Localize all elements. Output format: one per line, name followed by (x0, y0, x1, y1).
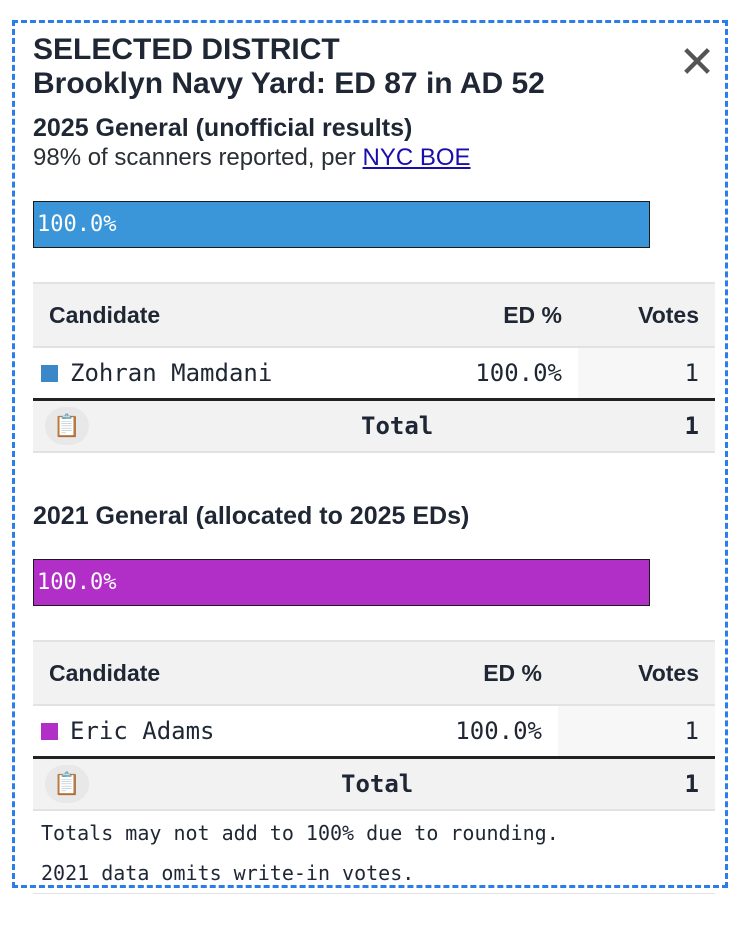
candidate-color-swatch (41, 723, 58, 740)
copy-cell: 📋 (33, 757, 341, 811)
candidate-cell: Zohran Mamdani (33, 347, 361, 401)
race-2021-bar-label: 100.0% (37, 570, 117, 595)
race-2025-subtitle: 98% of scanners reported, per NYC BOE (33, 143, 715, 173)
candidate-votes: 1 (578, 347, 715, 401)
copy-cell: 📋 (33, 399, 361, 453)
district-name: Brooklyn Navy Yard: ED 87 in AD 52 (33, 67, 545, 100)
district-panel: ✕ SELECTED DISTRICT Brooklyn Navy Yard: … (12, 20, 728, 894)
total-votes: 1 (578, 399, 715, 453)
column-header-candidate[interactable]: Candidate (33, 640, 341, 706)
race-2025-bar: 100.0% (33, 201, 650, 248)
footnote-write-ins: 2021 data omits write-in votes. (41, 861, 415, 885)
clipboard-icon[interactable]: 📋 (45, 765, 89, 803)
candidate-pct: 100.0% (341, 705, 558, 759)
column-header-ed-pct[interactable]: ED % (341, 640, 558, 706)
panel-title: SELECTED DISTRICT (33, 33, 340, 66)
candidate-color-swatch (41, 365, 58, 382)
race-2025-bar-label: 100.0% (37, 212, 117, 237)
race-2021-bar: 100.0% (33, 559, 650, 606)
footnotes: Totals may not add to 100% due to roundi… (33, 813, 715, 894)
total-row: 📋 Total 1 (33, 757, 715, 811)
table-header-row: Candidate ED % Votes (33, 282, 715, 348)
candidate-cell: Eric Adams (33, 705, 341, 759)
candidate-name: Zohran Mamdani (70, 359, 273, 387)
clipboard-icon[interactable]: 📋 (45, 407, 89, 445)
scanner-status-text: 98% of scanners reported, per (33, 144, 363, 171)
column-header-ed-pct[interactable]: ED % (361, 282, 578, 348)
total-row: 📋 Total 1 (33, 399, 715, 453)
footnote-rounding: Totals may not add to 100% due to roundi… (41, 821, 559, 845)
race-2021-table: Candidate ED % Votes Eric Adams 100.0% 1… (33, 640, 715, 811)
nyc-boe-link[interactable]: NYC BOE (362, 144, 471, 171)
table-header-row: Candidate ED % Votes (33, 640, 715, 706)
column-header-candidate[interactable]: Candidate (33, 282, 361, 348)
race-2021-heading: 2021 General (allocated to 2025 EDs) (33, 502, 470, 530)
table-row: Zohran Mamdani 100.0% 1 (33, 347, 715, 401)
total-votes: 1 (558, 757, 715, 811)
race-2021-bar-fill (34, 560, 649, 605)
close-icon[interactable]: ✕ (678, 37, 716, 88)
candidate-pct: 100.0% (361, 347, 578, 401)
candidate-votes: 1 (558, 705, 715, 759)
column-header-votes[interactable]: Votes (558, 640, 715, 706)
total-label: Total (361, 399, 578, 453)
panel-content: SELECTED DISTRICT Brooklyn Navy Yard: ED… (33, 33, 715, 894)
race-2025-bar-fill (34, 202, 649, 247)
race-2025-table: Candidate ED % Votes Zohran Mamdani 100.… (33, 282, 715, 453)
total-label: Total (341, 757, 558, 811)
table-row: Eric Adams 100.0% 1 (33, 705, 715, 759)
race-2025-heading: 2025 General (unofficial results) (33, 114, 413, 142)
column-header-votes[interactable]: Votes (578, 282, 715, 348)
candidate-name: Eric Adams (70, 717, 215, 745)
